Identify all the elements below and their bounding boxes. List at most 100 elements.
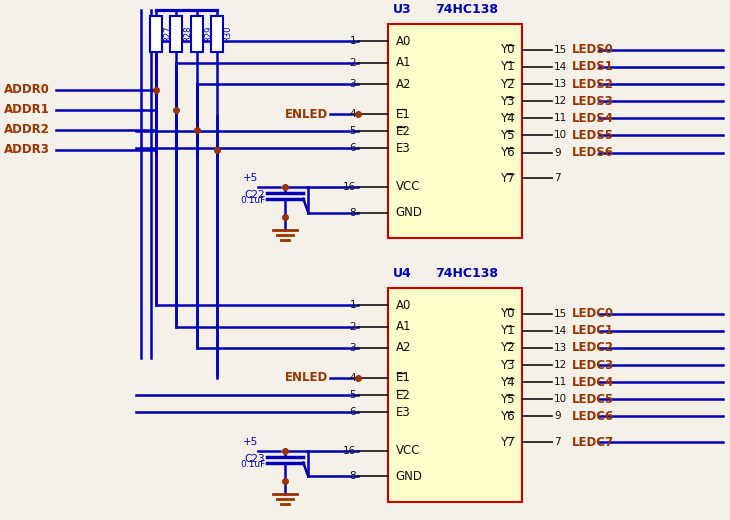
Text: 4: 4 <box>350 109 356 119</box>
Text: 15: 15 <box>554 45 567 55</box>
Text: 12: 12 <box>554 360 567 370</box>
Text: LEDC2: LEDC2 <box>572 342 614 355</box>
Text: 2: 2 <box>350 321 356 332</box>
Text: 74HC138: 74HC138 <box>435 267 498 280</box>
Text: Y6: Y6 <box>500 146 515 159</box>
Text: GND: GND <box>396 206 423 219</box>
Text: ADDR3: ADDR3 <box>4 143 50 156</box>
Text: 7: 7 <box>554 437 561 447</box>
Text: Y2: Y2 <box>500 342 515 355</box>
Text: LEDS5: LEDS5 <box>572 129 614 142</box>
Text: A1: A1 <box>396 320 412 333</box>
Text: E2: E2 <box>396 125 411 138</box>
Text: LEDS0: LEDS0 <box>572 43 614 56</box>
Text: 5: 5 <box>350 126 356 136</box>
Text: 74HC138: 74HC138 <box>435 3 498 16</box>
Text: 13: 13 <box>554 79 567 89</box>
Text: LEDC0: LEDC0 <box>572 307 614 320</box>
Text: Y7: Y7 <box>500 172 515 185</box>
Text: C22: C22 <box>245 190 266 200</box>
Text: Y5: Y5 <box>500 393 515 406</box>
Text: A0: A0 <box>396 298 411 311</box>
Text: 9: 9 <box>554 411 561 421</box>
Text: E2: E2 <box>396 388 411 401</box>
Text: +5: +5 <box>243 437 258 447</box>
Text: LEDC3: LEDC3 <box>572 359 614 372</box>
Text: C23: C23 <box>245 453 266 464</box>
Text: LEDC4: LEDC4 <box>572 375 615 388</box>
Text: 11: 11 <box>554 113 567 123</box>
Bar <box>150 16 162 52</box>
Text: R27: R27 <box>163 26 172 42</box>
Text: Y4: Y4 <box>500 375 515 388</box>
Text: 10: 10 <box>554 131 567 140</box>
Text: Y7: Y7 <box>500 436 515 449</box>
Bar <box>191 16 203 52</box>
Text: E3: E3 <box>396 406 410 419</box>
Text: VCC: VCC <box>396 180 420 193</box>
Text: LEDC1: LEDC1 <box>572 324 614 337</box>
Text: 6: 6 <box>350 407 356 417</box>
Text: 3: 3 <box>350 343 356 353</box>
Text: Y3: Y3 <box>500 95 515 108</box>
Text: 12: 12 <box>554 96 567 106</box>
Text: Y2: Y2 <box>500 77 515 90</box>
Text: +5: +5 <box>243 173 258 183</box>
Text: ENLED: ENLED <box>285 108 328 121</box>
Text: R28: R28 <box>182 26 192 42</box>
Text: E1: E1 <box>396 108 411 121</box>
Text: E1: E1 <box>396 371 411 384</box>
Text: 4: 4 <box>350 373 356 383</box>
Bar <box>388 288 523 502</box>
Text: 11: 11 <box>554 377 567 387</box>
Text: 0.1uF: 0.1uF <box>240 196 266 205</box>
Text: Y1: Y1 <box>500 324 515 337</box>
Text: GND: GND <box>396 470 423 483</box>
Text: 2: 2 <box>350 58 356 68</box>
Text: LEDS1: LEDS1 <box>572 60 614 73</box>
Text: 6: 6 <box>350 144 356 153</box>
Text: Y4: Y4 <box>500 112 515 125</box>
Text: 0.1uF: 0.1uF <box>240 460 266 469</box>
Text: 5: 5 <box>350 390 356 400</box>
Text: ADDR1: ADDR1 <box>4 103 50 116</box>
Text: Y0: Y0 <box>500 43 515 56</box>
Text: R30: R30 <box>223 26 233 42</box>
Text: 14: 14 <box>554 62 567 72</box>
Text: 10: 10 <box>554 394 567 405</box>
Text: 3: 3 <box>350 79 356 89</box>
Text: R29: R29 <box>204 26 212 42</box>
Text: VCC: VCC <box>396 444 420 457</box>
Text: 7: 7 <box>554 173 561 183</box>
Bar <box>211 16 223 52</box>
Text: LEDS2: LEDS2 <box>572 77 614 90</box>
Text: A1: A1 <box>396 56 412 69</box>
Text: Y3: Y3 <box>500 359 515 372</box>
Text: 16: 16 <box>343 446 356 456</box>
Text: U3: U3 <box>393 3 412 16</box>
Text: 16: 16 <box>343 182 356 192</box>
Bar <box>388 24 523 238</box>
Text: U4: U4 <box>393 267 412 280</box>
Text: 8: 8 <box>350 472 356 482</box>
Text: 15: 15 <box>554 309 567 319</box>
Text: LEDS4: LEDS4 <box>572 112 614 125</box>
Text: LEDC6: LEDC6 <box>572 410 615 423</box>
Text: 8: 8 <box>350 207 356 217</box>
Bar <box>170 16 182 52</box>
Text: 1: 1 <box>350 300 356 310</box>
Text: ADDR0: ADDR0 <box>4 83 50 96</box>
Text: Y1: Y1 <box>500 60 515 73</box>
Text: Y6: Y6 <box>500 410 515 423</box>
Text: 13: 13 <box>554 343 567 353</box>
Text: A0: A0 <box>396 35 411 48</box>
Text: 1: 1 <box>350 36 356 46</box>
Text: LEDC5: LEDC5 <box>572 393 615 406</box>
Text: 14: 14 <box>554 326 567 336</box>
Text: ENLED: ENLED <box>285 371 328 384</box>
Text: E3: E3 <box>396 142 410 155</box>
Text: 9: 9 <box>554 148 561 158</box>
Text: ADDR2: ADDR2 <box>4 123 50 136</box>
Text: A2: A2 <box>396 77 412 90</box>
Text: A2: A2 <box>396 342 412 355</box>
